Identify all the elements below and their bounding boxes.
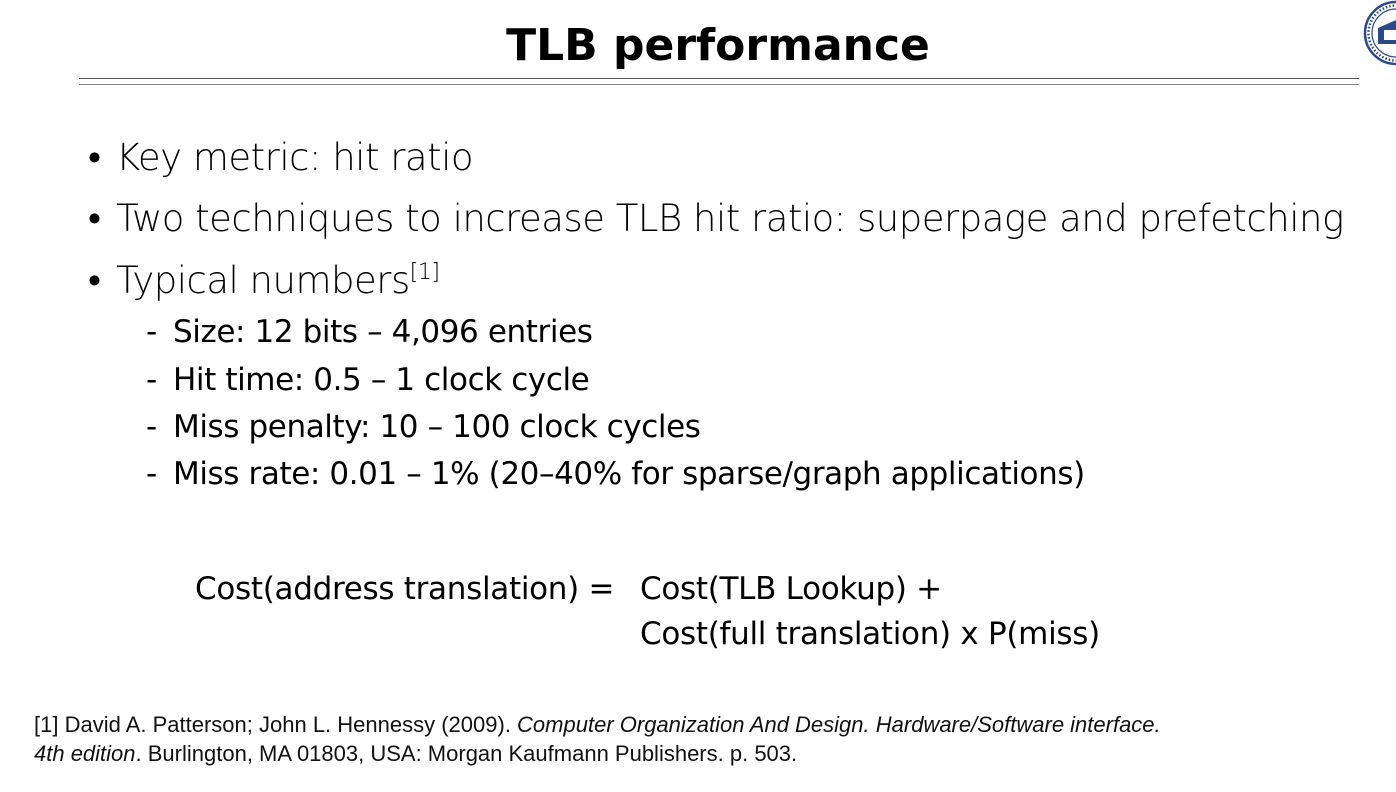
formula-rhs-line2: Cost(full translation) x P(miss) bbox=[640, 616, 1100, 652]
title-divider-bottom bbox=[79, 84, 1359, 85]
sub-bullet-size: - Size: 12 bits – 4,096 entries bbox=[146, 313, 593, 351]
sub-bullet-miss-penalty: - Miss penalty: 10 – 100 clock cycles bbox=[146, 408, 701, 446]
bullet-key-metric: • Key metric: hit ratio bbox=[88, 136, 474, 180]
bullet-marker: • bbox=[88, 259, 101, 302]
sub-bullet-hit-time: - Hit time: 0.5 – 1 clock cycle bbox=[146, 361, 590, 399]
reference-line-2: 4th edition. Burlington, MA 01803, USA: … bbox=[34, 740, 797, 768]
bullet-typical-numbers: • Typical numbers[1] bbox=[88, 259, 440, 303]
sub-bullet-text: Miss rate: 0.01 – 1% (20–40% for sparse/… bbox=[173, 456, 1085, 492]
sub-bullet-marker: - bbox=[146, 314, 157, 350]
university-seal-logo bbox=[1360, 0, 1396, 66]
bullet-text: Key metric: hit ratio bbox=[116, 136, 474, 179]
bullet-marker: • bbox=[88, 136, 101, 179]
bullet-marker: • bbox=[88, 197, 101, 240]
sub-bullet-marker: - bbox=[146, 456, 157, 492]
bullet-text: Two techniques to increase TLB hit ratio… bbox=[116, 197, 1344, 240]
sub-bullet-text: Hit time: 0.5 – 1 clock cycle bbox=[173, 362, 590, 398]
sub-bullet-marker: - bbox=[146, 362, 157, 398]
bullet-techniques: • Two techniques to increase TLB hit rati… bbox=[88, 197, 1344, 241]
slide-title: TLB performance bbox=[506, 20, 930, 71]
reference-prefix: [1] David A. Patterson; John L. Hennessy… bbox=[34, 712, 518, 737]
reference-title: Computer Organization And Design. Hardwa… bbox=[517, 712, 1161, 737]
sub-bullet-text: Size: 12 bits – 4,096 entries bbox=[173, 314, 593, 350]
bullet-text: Typical numbers bbox=[116, 259, 410, 302]
title-divider-top bbox=[79, 78, 1359, 79]
university-seal-icon bbox=[1363, 0, 1396, 66]
citation-marker: [1] bbox=[409, 260, 440, 285]
reference-line-1: [1] David A. Patterson; John L. Hennessy… bbox=[34, 711, 1161, 739]
reference-suffix: . Burlington, MA 01803, USA: Morgan Kauf… bbox=[135, 741, 798, 766]
sub-bullet-miss-rate: - Miss rate: 0.01 – 1% (20–40% for sparse… bbox=[146, 455, 1085, 493]
reference-edition: 4th edition bbox=[34, 741, 136, 766]
sub-bullet-text: Miss penalty: 10 – 100 clock cycles bbox=[173, 409, 701, 445]
formula-rhs-line1: Cost(TLB Lookup) + bbox=[640, 571, 942, 607]
formula-lhs: Cost(address translation) = bbox=[195, 571, 615, 607]
sub-bullet-marker: - bbox=[146, 409, 157, 445]
